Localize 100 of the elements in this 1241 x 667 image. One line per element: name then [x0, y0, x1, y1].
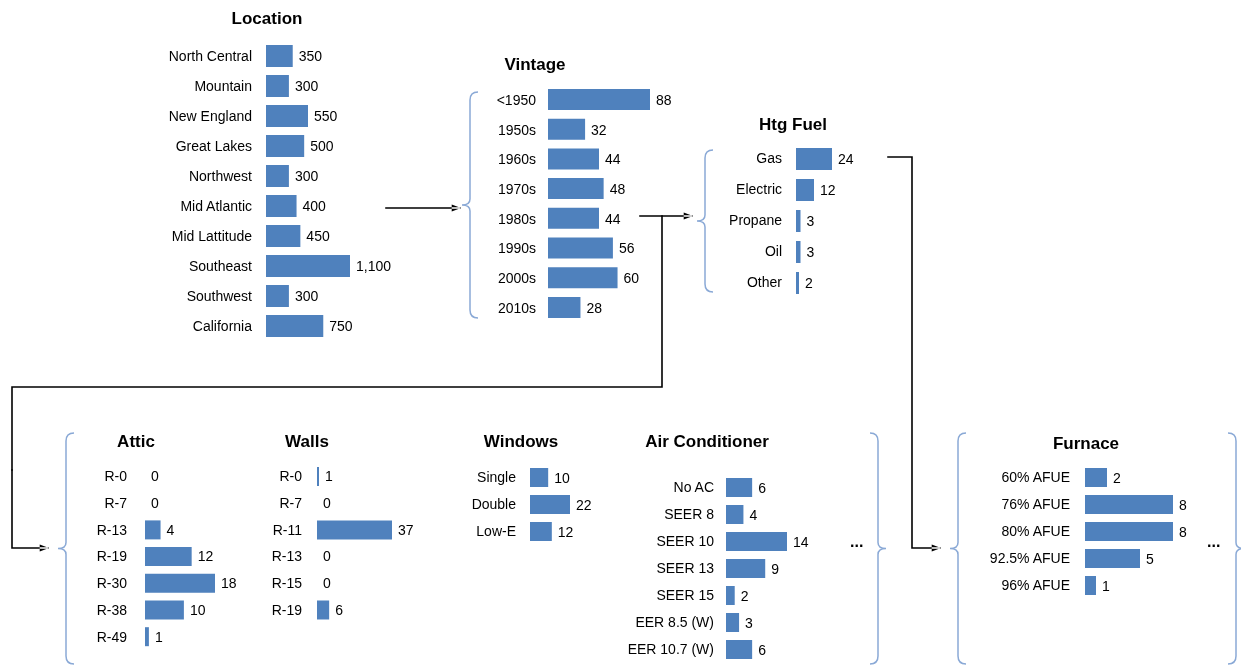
chart-title: Vintage — [503, 55, 567, 75]
chart-title: Location — [230, 9, 304, 29]
data-label: 2 — [1113, 468, 1121, 487]
data-label: 400 — [302, 197, 326, 215]
bar — [266, 135, 305, 157]
y-tick-label: R-0 — [279, 468, 303, 485]
y-tick-label: R-0 — [104, 468, 128, 485]
y-tick-label: 92.5% AFUE — [989, 550, 1070, 567]
y-tick-label: Mid Atlantic — [180, 197, 252, 214]
y-tick-label: Mountain — [194, 77, 252, 94]
data-label: 8 — [1179, 522, 1187, 541]
y-tick-label: No AC — [673, 479, 714, 496]
y-tick-label: <1950 — [496, 91, 537, 108]
data-label: 1 — [1102, 576, 1110, 595]
data-label: 2 — [805, 273, 813, 292]
bar — [726, 640, 753, 659]
y-tick-label: 1960s — [497, 151, 536, 168]
y-tick-label: SEER 8 — [664, 506, 715, 523]
bar — [796, 210, 801, 232]
data-label: 0 — [323, 547, 331, 566]
y-tick-label: Electric — [736, 181, 782, 198]
y-tick-label: 96% AFUE — [1001, 577, 1070, 594]
bar — [726, 613, 740, 632]
y-tick-label: R-38 — [96, 601, 128, 618]
y-tick-label: 1970s — [497, 180, 536, 197]
data-label: 88 — [656, 90, 672, 109]
bar — [145, 547, 192, 567]
bar — [548, 207, 599, 229]
y-tick-label: SEER 10 — [656, 533, 715, 550]
bar — [266, 255, 350, 277]
text: ... — [1207, 533, 1221, 551]
bar — [726, 559, 766, 578]
data-label: 60 — [623, 269, 640, 288]
data-label: 3 — [806, 211, 815, 230]
y-tick-label: 76% AFUE — [1001, 496, 1070, 513]
y-tick-label: Single — [477, 469, 517, 486]
y-tick-label: R-13 — [271, 548, 303, 565]
data-label: 450 — [306, 227, 330, 245]
bar — [266, 45, 293, 67]
bar — [1085, 522, 1173, 541]
bar — [1085, 549, 1140, 568]
data-label: 300 — [294, 287, 319, 305]
text: ... — [850, 533, 864, 551]
bar — [796, 179, 814, 201]
y-tick-label: 1990s — [497, 240, 536, 257]
data-label: 300 — [294, 167, 319, 185]
y-tick-label: Oil — [764, 243, 782, 260]
data-label: 44 — [605, 209, 621, 228]
data-label: 1 — [154, 627, 163, 646]
chart-title: Furnace — [1051, 434, 1121, 454]
y-tick-label: R-19 — [271, 601, 303, 618]
y-tick-label: Southeast — [188, 257, 253, 274]
chart-title: Htg Fuel — [758, 115, 828, 135]
bar — [726, 505, 744, 524]
y-tick-label: R-7 — [279, 495, 303, 512]
bar — [266, 195, 297, 217]
data-label: 0 — [151, 494, 159, 513]
chart-title: Attic — [116, 432, 156, 452]
data-label: 10 — [554, 468, 570, 487]
y-tick-label: Gas — [756, 150, 782, 167]
data-label: 22 — [576, 495, 592, 514]
y-tick-label: R-7 — [104, 495, 128, 512]
y-tick-label: 2000s — [497, 270, 536, 287]
data-label: 300 — [294, 77, 319, 95]
data-label: 32 — [591, 120, 607, 139]
chart-title: Air Conditioner — [644, 432, 770, 452]
y-tick-label: Low-E — [476, 523, 516, 540]
y-tick-label: EER 8.5 (W) — [635, 614, 714, 631]
data-label: 0 — [323, 494, 331, 513]
data-label: 350 — [298, 47, 323, 65]
y-tick-label: 2010s — [497, 299, 536, 316]
bar — [548, 178, 604, 200]
bar — [266, 75, 289, 97]
data-label: 37 — [398, 520, 414, 539]
bar — [1085, 495, 1173, 514]
y-tick-label: R-13 — [96, 521, 128, 538]
bar — [796, 148, 832, 170]
data-label: 6 — [758, 478, 766, 497]
y-tick-label: R-19 — [96, 548, 128, 565]
data-label: 4 — [749, 505, 758, 524]
y-tick-label: California — [192, 317, 253, 334]
y-tick-label: Other — [746, 274, 783, 291]
y-tick-label: Northwest — [188, 167, 253, 184]
bar — [145, 627, 149, 647]
bar — [548, 89, 650, 110]
y-tick-label: Double — [471, 496, 517, 513]
y-tick-label: Propane — [729, 212, 783, 229]
bar — [548, 267, 618, 289]
bar — [266, 315, 324, 337]
data-label: 750 — [329, 317, 353, 335]
y-tick-label: R-49 — [96, 628, 128, 645]
bar — [1085, 468, 1107, 487]
bar — [548, 296, 581, 318]
bar — [266, 225, 301, 247]
bar — [726, 586, 735, 605]
bar — [726, 478, 753, 497]
data-label: 9 — [771, 559, 779, 578]
data-label: 3 — [806, 242, 815, 261]
data-label: 10 — [189, 600, 206, 619]
data-label: 48 — [609, 179, 626, 198]
